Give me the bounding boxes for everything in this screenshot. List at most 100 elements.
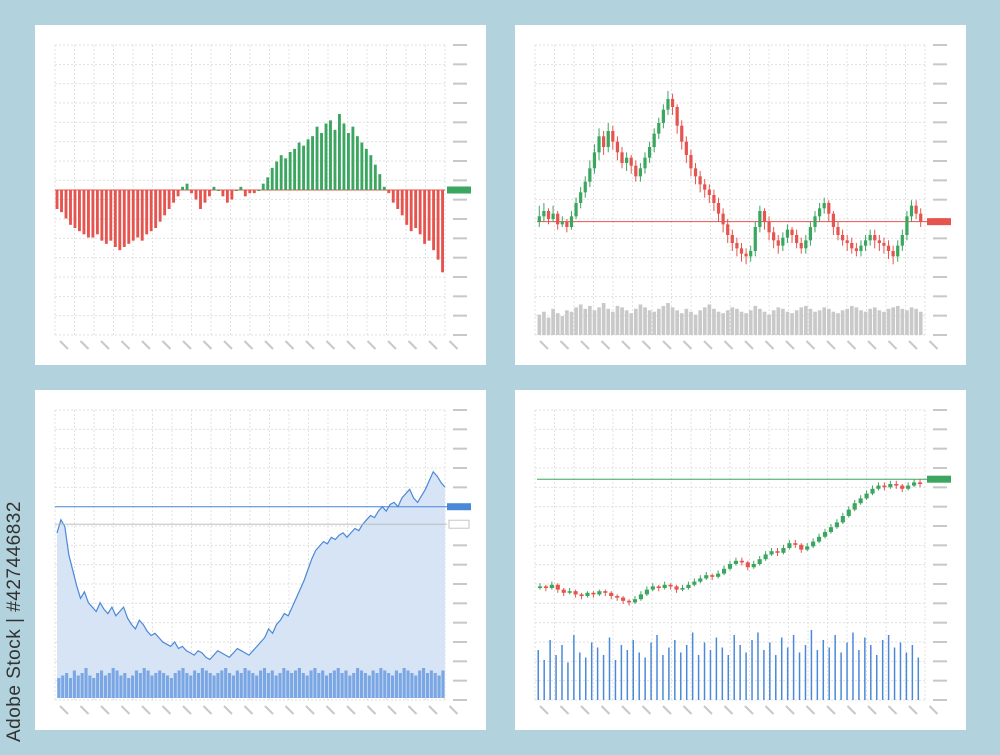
candle-body <box>882 485 887 488</box>
candle-body <box>886 245 891 251</box>
candle-body <box>561 589 566 593</box>
volume-bar <box>656 308 661 335</box>
volume-bar <box>680 652 682 700</box>
volume-bar <box>827 308 831 335</box>
volume-bar <box>624 310 629 335</box>
x-axis-tick <box>682 340 693 350</box>
volume-bar <box>606 308 611 335</box>
histogram-bar <box>82 190 86 235</box>
candle-body <box>652 133 656 147</box>
x-axis-tick <box>141 705 151 715</box>
reference-line-marker <box>927 475 951 483</box>
candle-body <box>565 221 569 227</box>
volume-bar <box>154 673 158 698</box>
volume-bar <box>290 673 294 698</box>
volume-bar <box>845 308 850 335</box>
candle-body <box>661 109 665 123</box>
candle-body <box>909 205 914 217</box>
candle-body <box>556 213 560 225</box>
candle-body <box>870 488 875 494</box>
histogram-bar <box>221 190 225 197</box>
volume-bar <box>189 675 193 698</box>
x-axis-tick <box>641 705 652 715</box>
volume-bar <box>715 637 718 700</box>
histogram-bar <box>320 133 323 190</box>
volume-bar <box>332 670 336 698</box>
histogram-bar <box>436 190 440 260</box>
candle-body <box>597 136 601 153</box>
candle-body <box>567 591 572 593</box>
histogram-bar <box>333 129 337 190</box>
volume-bar <box>620 307 624 335</box>
histogram-bar <box>248 190 252 194</box>
candle-body <box>546 211 551 219</box>
volume-bar <box>208 673 212 698</box>
candle-body <box>905 216 909 235</box>
candle-body <box>749 251 753 257</box>
x-axis-tick <box>141 340 151 350</box>
histogram-bar <box>113 190 117 247</box>
candle-body <box>680 125 684 142</box>
histogram-bar <box>91 190 95 238</box>
candle-body <box>549 584 554 588</box>
volume-bar <box>656 635 658 700</box>
candle-body <box>710 575 715 577</box>
histogram-bar <box>109 190 113 241</box>
histogram-bar <box>391 190 395 203</box>
volume-bar <box>852 632 854 700</box>
volume-bar <box>68 678 73 698</box>
histogram-bar <box>203 190 207 203</box>
x-axis-tick <box>805 340 816 350</box>
candle-body <box>721 213 725 225</box>
reference-line-marker <box>927 218 951 226</box>
histogram-bar <box>378 174 382 190</box>
x-axis-tick <box>161 340 172 350</box>
x-axis-tick <box>407 705 418 715</box>
x-axis-tick <box>662 705 672 715</box>
histogram-bar <box>414 190 418 228</box>
volume-bar <box>255 675 259 698</box>
volume-bar <box>57 678 61 698</box>
histogram-bar <box>86 190 90 238</box>
x-axis-tick <box>621 340 631 350</box>
volume-bar <box>776 307 781 335</box>
candle-body <box>692 581 697 585</box>
volume-bar <box>573 635 575 700</box>
histogram-bar <box>95 190 99 235</box>
candle-body <box>876 485 881 489</box>
volume-bar <box>702 307 707 335</box>
candle-body <box>894 484 899 486</box>
volume-bar <box>775 655 777 700</box>
histogram-bar <box>400 190 404 216</box>
volume-bar <box>596 647 599 700</box>
candle-body <box>868 235 872 241</box>
candle-body <box>808 227 813 241</box>
volume-bar <box>887 635 890 700</box>
candle-body <box>689 155 693 169</box>
histogram-bar <box>136 190 140 238</box>
volume-bar <box>142 668 146 698</box>
histogram-bar <box>432 190 436 251</box>
volume-bar <box>781 308 785 335</box>
histogram-bar <box>297 142 301 190</box>
candle-body <box>621 597 626 601</box>
candle-body <box>735 243 739 249</box>
candle-body <box>609 592 614 596</box>
histogram-bar <box>329 120 332 190</box>
candle-body <box>836 227 840 235</box>
volume-bar <box>900 308 905 335</box>
histogram-bar <box>311 136 314 190</box>
histogram-bar <box>288 152 292 190</box>
x-axis-tick <box>600 340 611 350</box>
candle-body <box>767 221 771 233</box>
volume-bar <box>165 675 170 698</box>
volume-bar <box>301 673 305 698</box>
volume-bar <box>670 307 675 335</box>
candle-body <box>574 203 578 217</box>
volume-bar <box>817 310 822 335</box>
volume-bar <box>390 675 395 698</box>
candle-body <box>775 551 780 553</box>
volume-bar <box>274 675 278 698</box>
x-axis-tick <box>325 340 336 350</box>
volume-bar <box>808 308 813 335</box>
